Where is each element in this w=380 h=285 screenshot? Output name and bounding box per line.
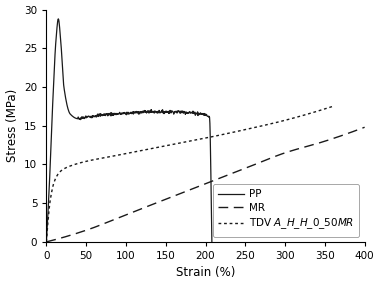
PP (124, 113, 128, 117)
TDV $\mathit{A\_H\_H\_0\_50MR}$ (44, 240, 49, 244)
Y-axis label: Stress (MPa): Stress (MPa) (6, 89, 19, 162)
TDV $\mathit{A\_H\_H\_0\_50MR}$ (224, 132, 229, 135)
TDV $\mathit{A\_H\_H\_0\_50MR}$ (331, 105, 335, 108)
TDV $\mathit{A\_H\_H\_0\_50MR}$ (251, 126, 255, 130)
PP (123, 112, 128, 115)
MR (148, 204, 152, 207)
TDV $\mathit{A\_H\_H\_0\_50MR}$ (252, 126, 257, 129)
TDV $\mathit{A\_H\_H\_0\_50MR}$ (158, 145, 162, 149)
MR (363, 126, 367, 129)
X-axis label: Strain (%): Strain (%) (176, 266, 235, 280)
PP (206, 115, 211, 118)
MR (82, 229, 87, 233)
Line: TDV $\mathit{A\_H\_H\_0\_50MR}$: TDV $\mathit{A\_H\_H\_0\_50MR}$ (46, 106, 333, 242)
Line: PP: PP (46, 19, 212, 242)
PP (56, 17, 60, 21)
TDV $\mathit{A\_H\_H\_0\_50MR}$ (138, 149, 142, 152)
MR (244, 166, 249, 170)
PP (180, 109, 185, 113)
MR (276, 154, 280, 157)
Line: MR: MR (46, 127, 365, 242)
MR (170, 195, 175, 198)
MR (44, 240, 49, 244)
PP (134, 110, 139, 113)
TDV $\mathit{A\_H\_H\_0\_50MR}$ (79, 161, 83, 164)
MR (274, 154, 279, 158)
Legend: PP, MR, TDV $\mathit{A\_H\_H\_0\_50MR}$: PP, MR, TDV $\mathit{A\_H\_H\_0\_50MR}$ (212, 184, 359, 237)
PP (44, 240, 49, 244)
PP (210, 240, 214, 244)
PP (143, 109, 147, 112)
